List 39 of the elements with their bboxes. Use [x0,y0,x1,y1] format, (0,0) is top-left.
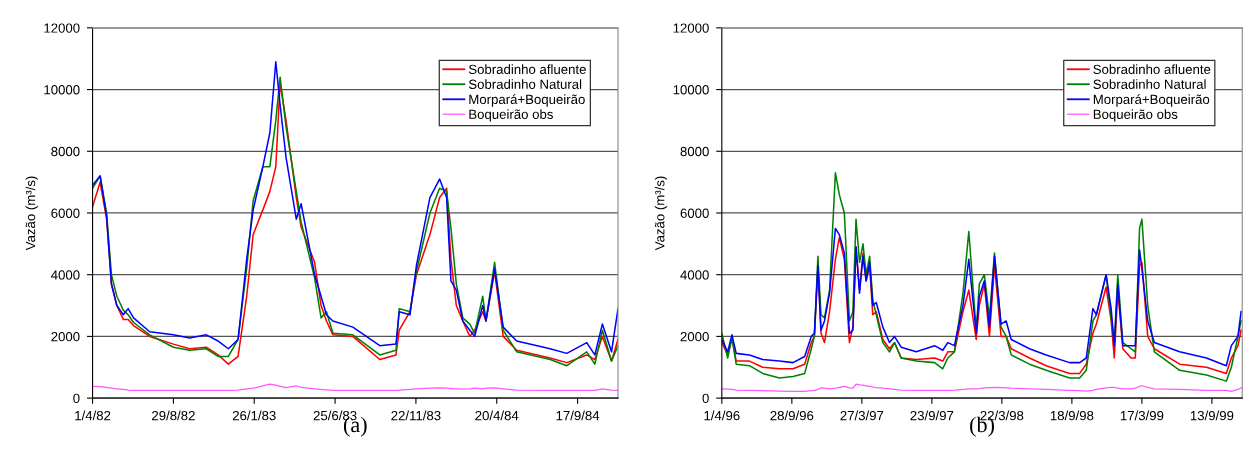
x-tick-label: 26/1/83 [232,410,276,421]
y-tick-label: 4000 [51,270,80,280]
y-tick-label: 0 [702,393,709,404]
legend-label: Sobradinho afluente [468,64,586,75]
x-tick-label: 20/4/84 [475,410,519,421]
x-tick-label: 22/11/83 [391,410,441,421]
y-tick-label: 10000 [673,85,709,95]
x-tick-label: 29/8/82 [152,410,195,421]
x-tick-label: 13/9/99 [1190,410,1234,421]
line-series [92,383,618,392]
y-tick-label: 12000 [673,23,709,33]
y-tick-label: 12000 [44,23,80,33]
y-axis-title: Vazão (m³/s) [654,176,668,251]
y-tick-label: 8000 [680,146,709,157]
legend-label: Boqueirão obs [469,109,553,122]
legend-label: Morpará+Boqueirão [469,94,585,107]
y-tick-label: 8000 [51,146,80,157]
line-series [721,383,1242,392]
legend-label: Sobradinho afluente [1093,64,1211,75]
y-tick-label: 6000 [680,208,709,218]
x-tick-label: 23/9/97 [910,410,954,421]
x-tick-label: 18/9/98 [1050,410,1094,421]
y-tick-label: 4000 [680,270,709,280]
y-tick-label: 0 [73,393,80,404]
x-tick-label: 1/4/82 [75,410,111,421]
y-tick-label: 2000 [51,331,80,342]
x-tick-label: 17/3/99 [1120,410,1164,421]
x-tick-label: 17/9/84 [556,410,600,421]
x-tick-label: 28/9/96 [770,410,814,421]
legend-label: Sobradinho Natural [1093,79,1206,89]
y-tick-label: 2000 [680,331,709,342]
legend-label: Boqueirão obs [1093,109,1178,122]
y-tick-label: 10000 [44,85,80,95]
y-axis-title: Vazão (m³/s) [25,176,38,251]
legend-label: Sobradinho Natural [468,79,582,89]
x-tick-label: 1/4/96 [704,410,740,421]
x-tick-label: 27/3/97 [840,410,884,421]
legend-label: Morpará+Boqueirão [1093,94,1210,107]
y-tick-label: 6000 [51,208,80,218]
